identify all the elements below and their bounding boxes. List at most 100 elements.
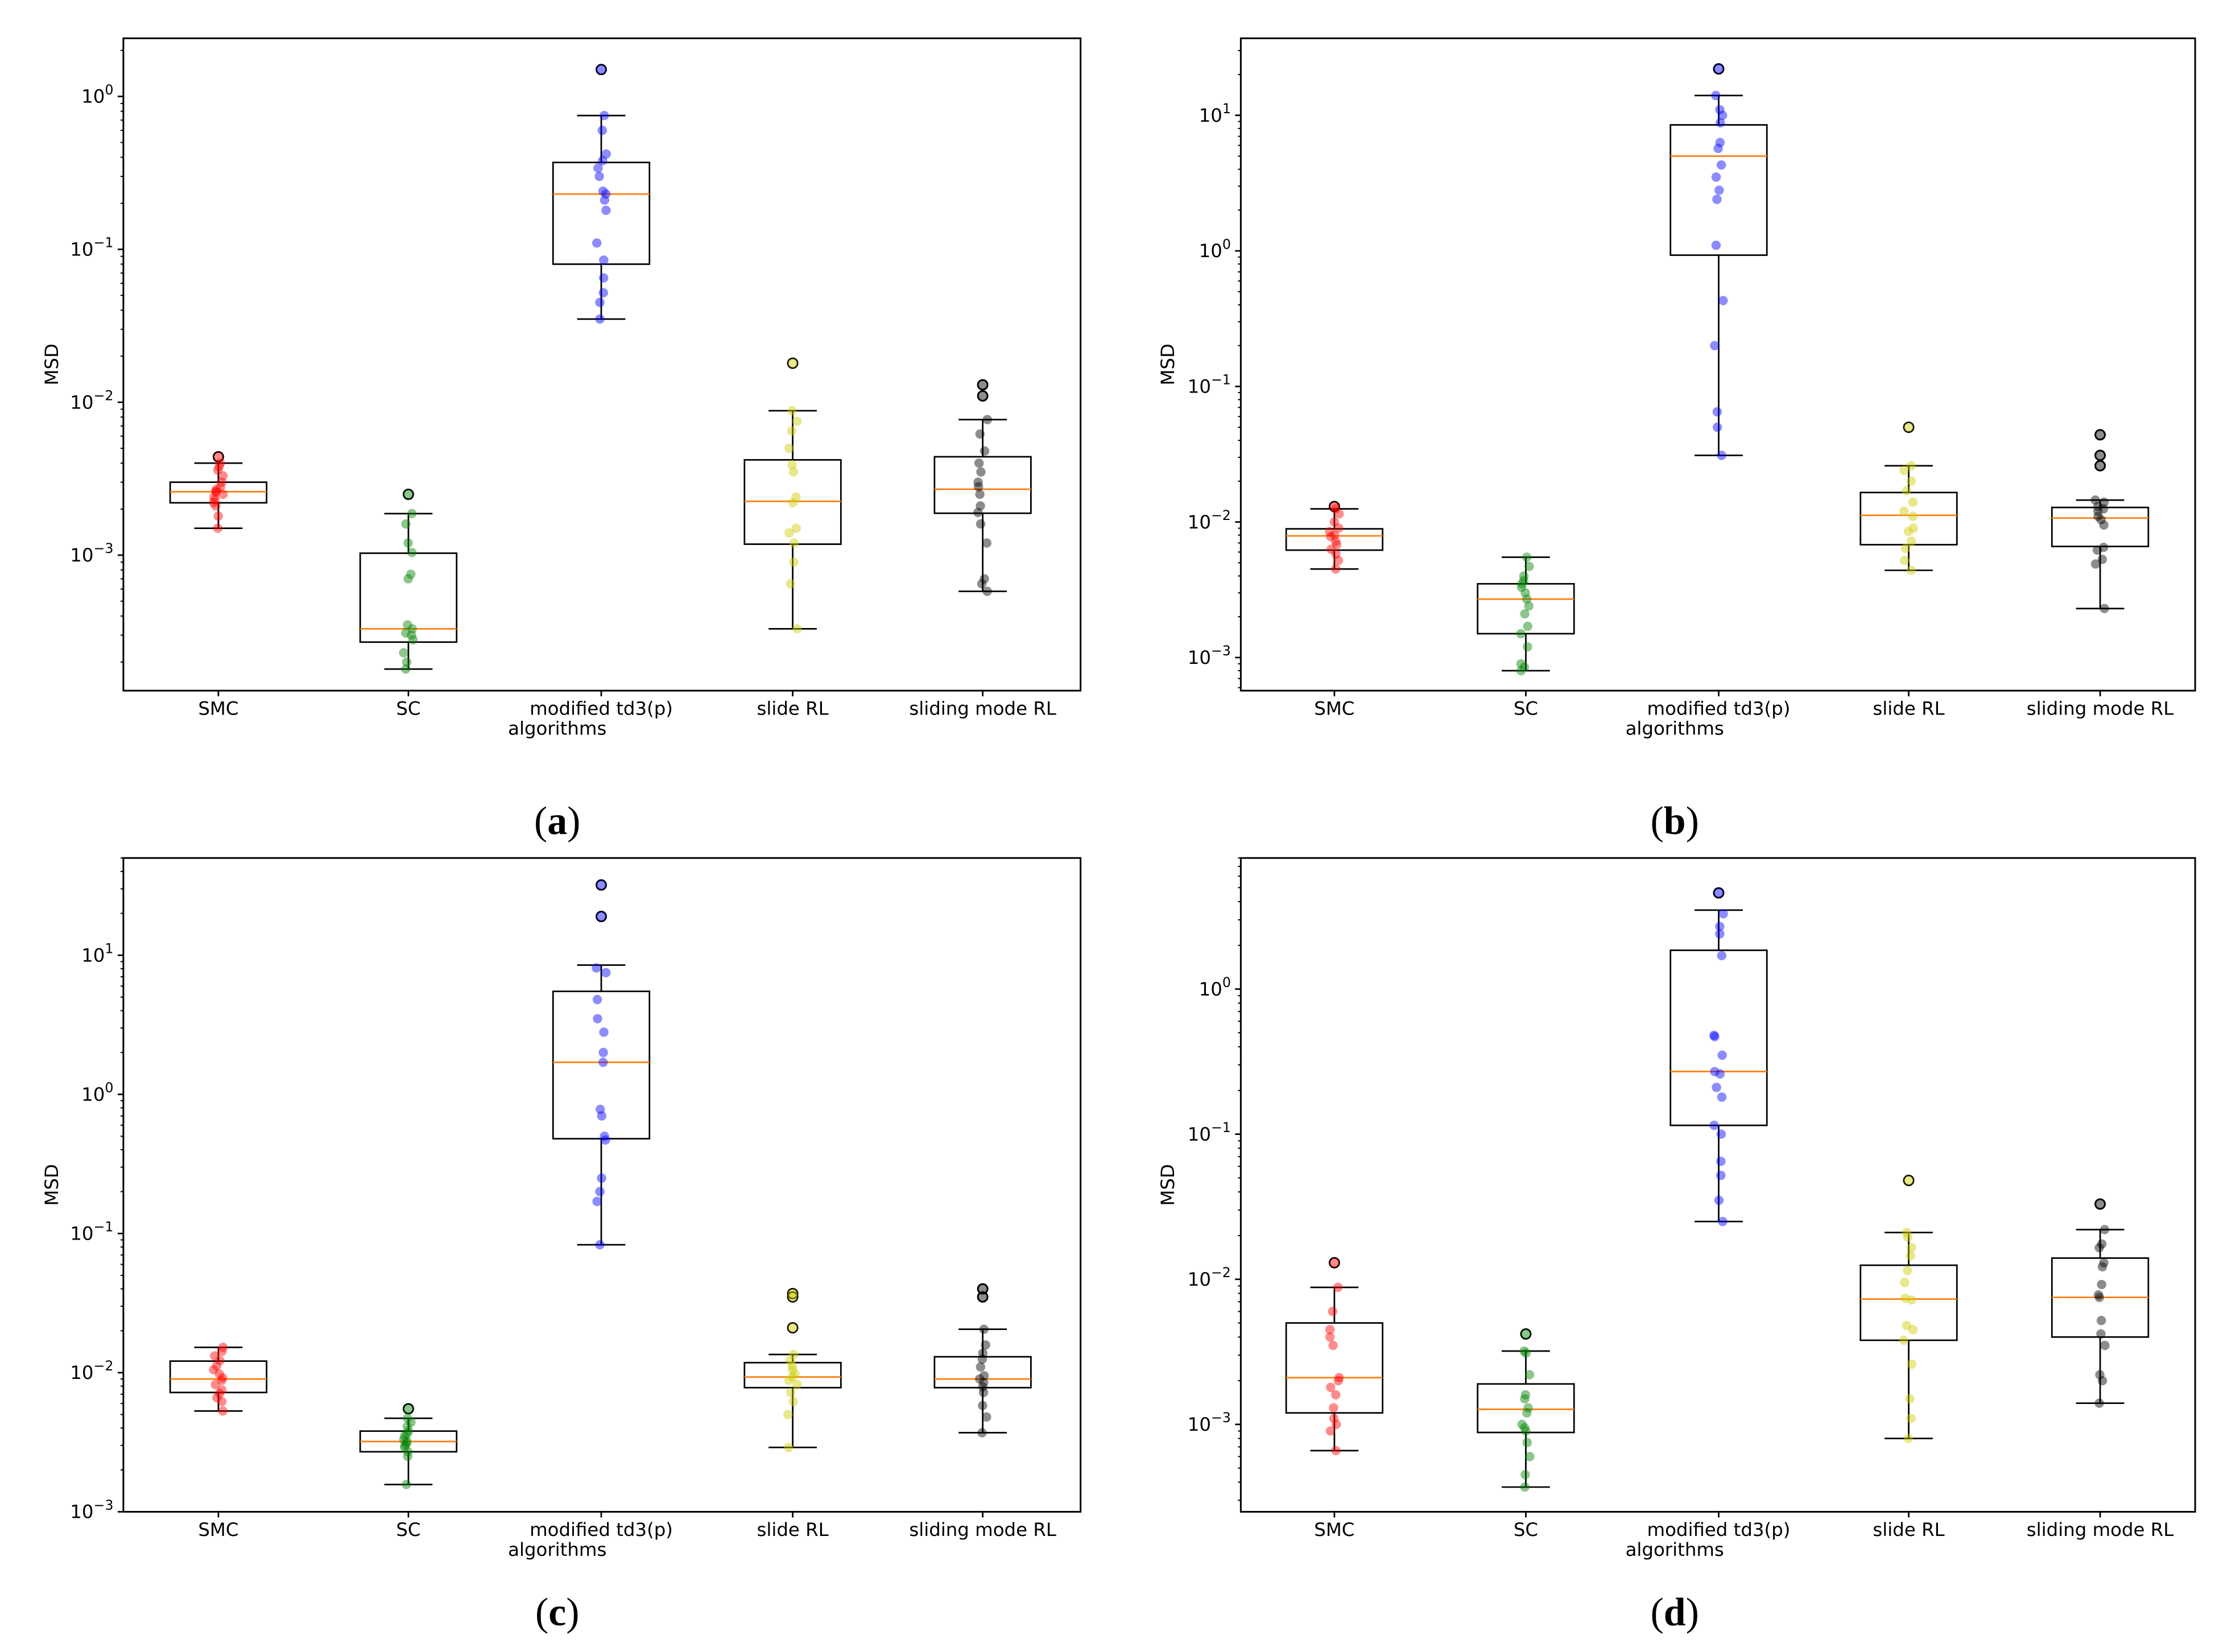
data-point	[1520, 588, 1530, 598]
data-point	[2098, 504, 2109, 514]
data-point	[1326, 1382, 1336, 1393]
data-point	[789, 538, 799, 548]
data-point	[1521, 1426, 1531, 1436]
data-point	[788, 1292, 797, 1302]
data-point	[216, 482, 226, 492]
data-point	[978, 1284, 987, 1294]
data-point	[595, 298, 605, 307]
box-series-slide-rl	[743, 1287, 842, 1452]
data-point	[1710, 1067, 1720, 1076]
data-point	[596, 1104, 605, 1114]
data-point	[1329, 517, 1340, 527]
data-point	[787, 426, 797, 436]
data-point	[1714, 64, 1724, 74]
data-point	[975, 1374, 985, 1384]
data-point	[976, 501, 985, 511]
data-point	[1906, 476, 1916, 486]
data-point	[1906, 461, 1916, 470]
data-point	[217, 1376, 226, 1385]
box-series-smc	[169, 1343, 268, 1416]
data-point	[786, 1356, 795, 1366]
data-point	[1331, 1446, 1341, 1456]
x-tick-label: modified td3(p)	[530, 697, 673, 719]
data-point	[787, 406, 797, 416]
x-tick-label: modified td3(p)	[1647, 1519, 1791, 1541]
data-point	[975, 489, 985, 499]
outlier-marker	[977, 379, 989, 391]
data-point	[402, 1422, 412, 1431]
data-point	[592, 963, 601, 973]
data-point	[592, 994, 602, 1005]
data-point	[1328, 1340, 1338, 1350]
data-point	[1718, 296, 1728, 305]
y-tick-label: 10−2	[1188, 1265, 1231, 1290]
data-point	[1907, 536, 1916, 546]
data-point	[403, 620, 412, 630]
data-point	[595, 314, 605, 324]
data-point	[1521, 1329, 1531, 1339]
outlier-marker	[402, 1403, 414, 1415]
y-tick-label: 10−3	[70, 1497, 113, 1523]
box-iqr	[1477, 583, 1575, 635]
data-point	[2100, 1225, 2110, 1234]
data-point	[1717, 951, 1726, 961]
data-point	[403, 574, 413, 584]
data-point	[789, 557, 799, 567]
data-point	[212, 1393, 222, 1403]
data-point	[792, 1380, 802, 1390]
y-tick-label: 100	[81, 82, 113, 108]
data-point	[2099, 497, 2109, 507]
data-point	[2095, 1199, 2105, 1209]
data-point	[601, 1135, 610, 1145]
data-point	[1330, 536, 1341, 546]
data-point	[978, 1387, 989, 1398]
panel-letter: a	[547, 799, 567, 843]
y-tick-label: 10−2	[70, 387, 113, 413]
data-point	[1332, 540, 1342, 550]
data-point	[1334, 1373, 1344, 1382]
data-point	[978, 391, 987, 401]
data-point	[1716, 118, 1725, 128]
data-point	[982, 587, 992, 596]
x-tick-label: slide RL	[757, 1519, 828, 1541]
data-point	[787, 1361, 797, 1371]
data-point	[1713, 143, 1723, 154]
data-point	[399, 648, 408, 658]
data-point	[788, 1349, 799, 1360]
y-tick-label: 10−2	[70, 1358, 113, 1383]
data-point	[791, 492, 801, 502]
data-point	[1524, 1370, 1535, 1380]
data-point	[1520, 1394, 1530, 1404]
data-point	[214, 461, 224, 472]
box-series-modified-td3-p-	[552, 64, 651, 324]
data-point	[1520, 1470, 1530, 1480]
data-point	[1901, 543, 1911, 554]
y-tick-label: 101	[81, 940, 113, 966]
data-point	[597, 125, 608, 135]
data-point	[213, 465, 223, 475]
y-tick-label: 100	[1199, 974, 1231, 1000]
data-point	[400, 1440, 410, 1451]
data-point	[1333, 1376, 1344, 1386]
data-point	[1524, 601, 1534, 611]
box-iqr	[359, 552, 458, 643]
x-tick-label: sliding mode RL	[909, 1519, 1056, 1541]
data-point	[600, 195, 610, 205]
data-point	[2090, 559, 2101, 569]
data-point	[1333, 1282, 1343, 1292]
data-point	[601, 205, 611, 215]
x-tick-label: modified td3(p)	[530, 1519, 673, 1541]
data-point	[595, 1187, 605, 1196]
data-point	[399, 1431, 410, 1441]
data-point	[1715, 929, 1725, 939]
outlier-marker	[787, 1322, 799, 1334]
data-point	[593, 1014, 602, 1023]
y-tick-label: 100	[81, 1080, 113, 1105]
outlier-marker	[1328, 501, 1340, 513]
outlier-marker	[1328, 1257, 1340, 1269]
data-point	[407, 509, 417, 519]
box-iqr	[1477, 1383, 1575, 1434]
chart-panel-a: 10−3 10−2 10−1 100 MSD algorithms SMC SC modifie…	[41, 37, 1082, 843]
data-point	[1523, 1403, 1533, 1413]
data-point	[1519, 571, 1529, 581]
